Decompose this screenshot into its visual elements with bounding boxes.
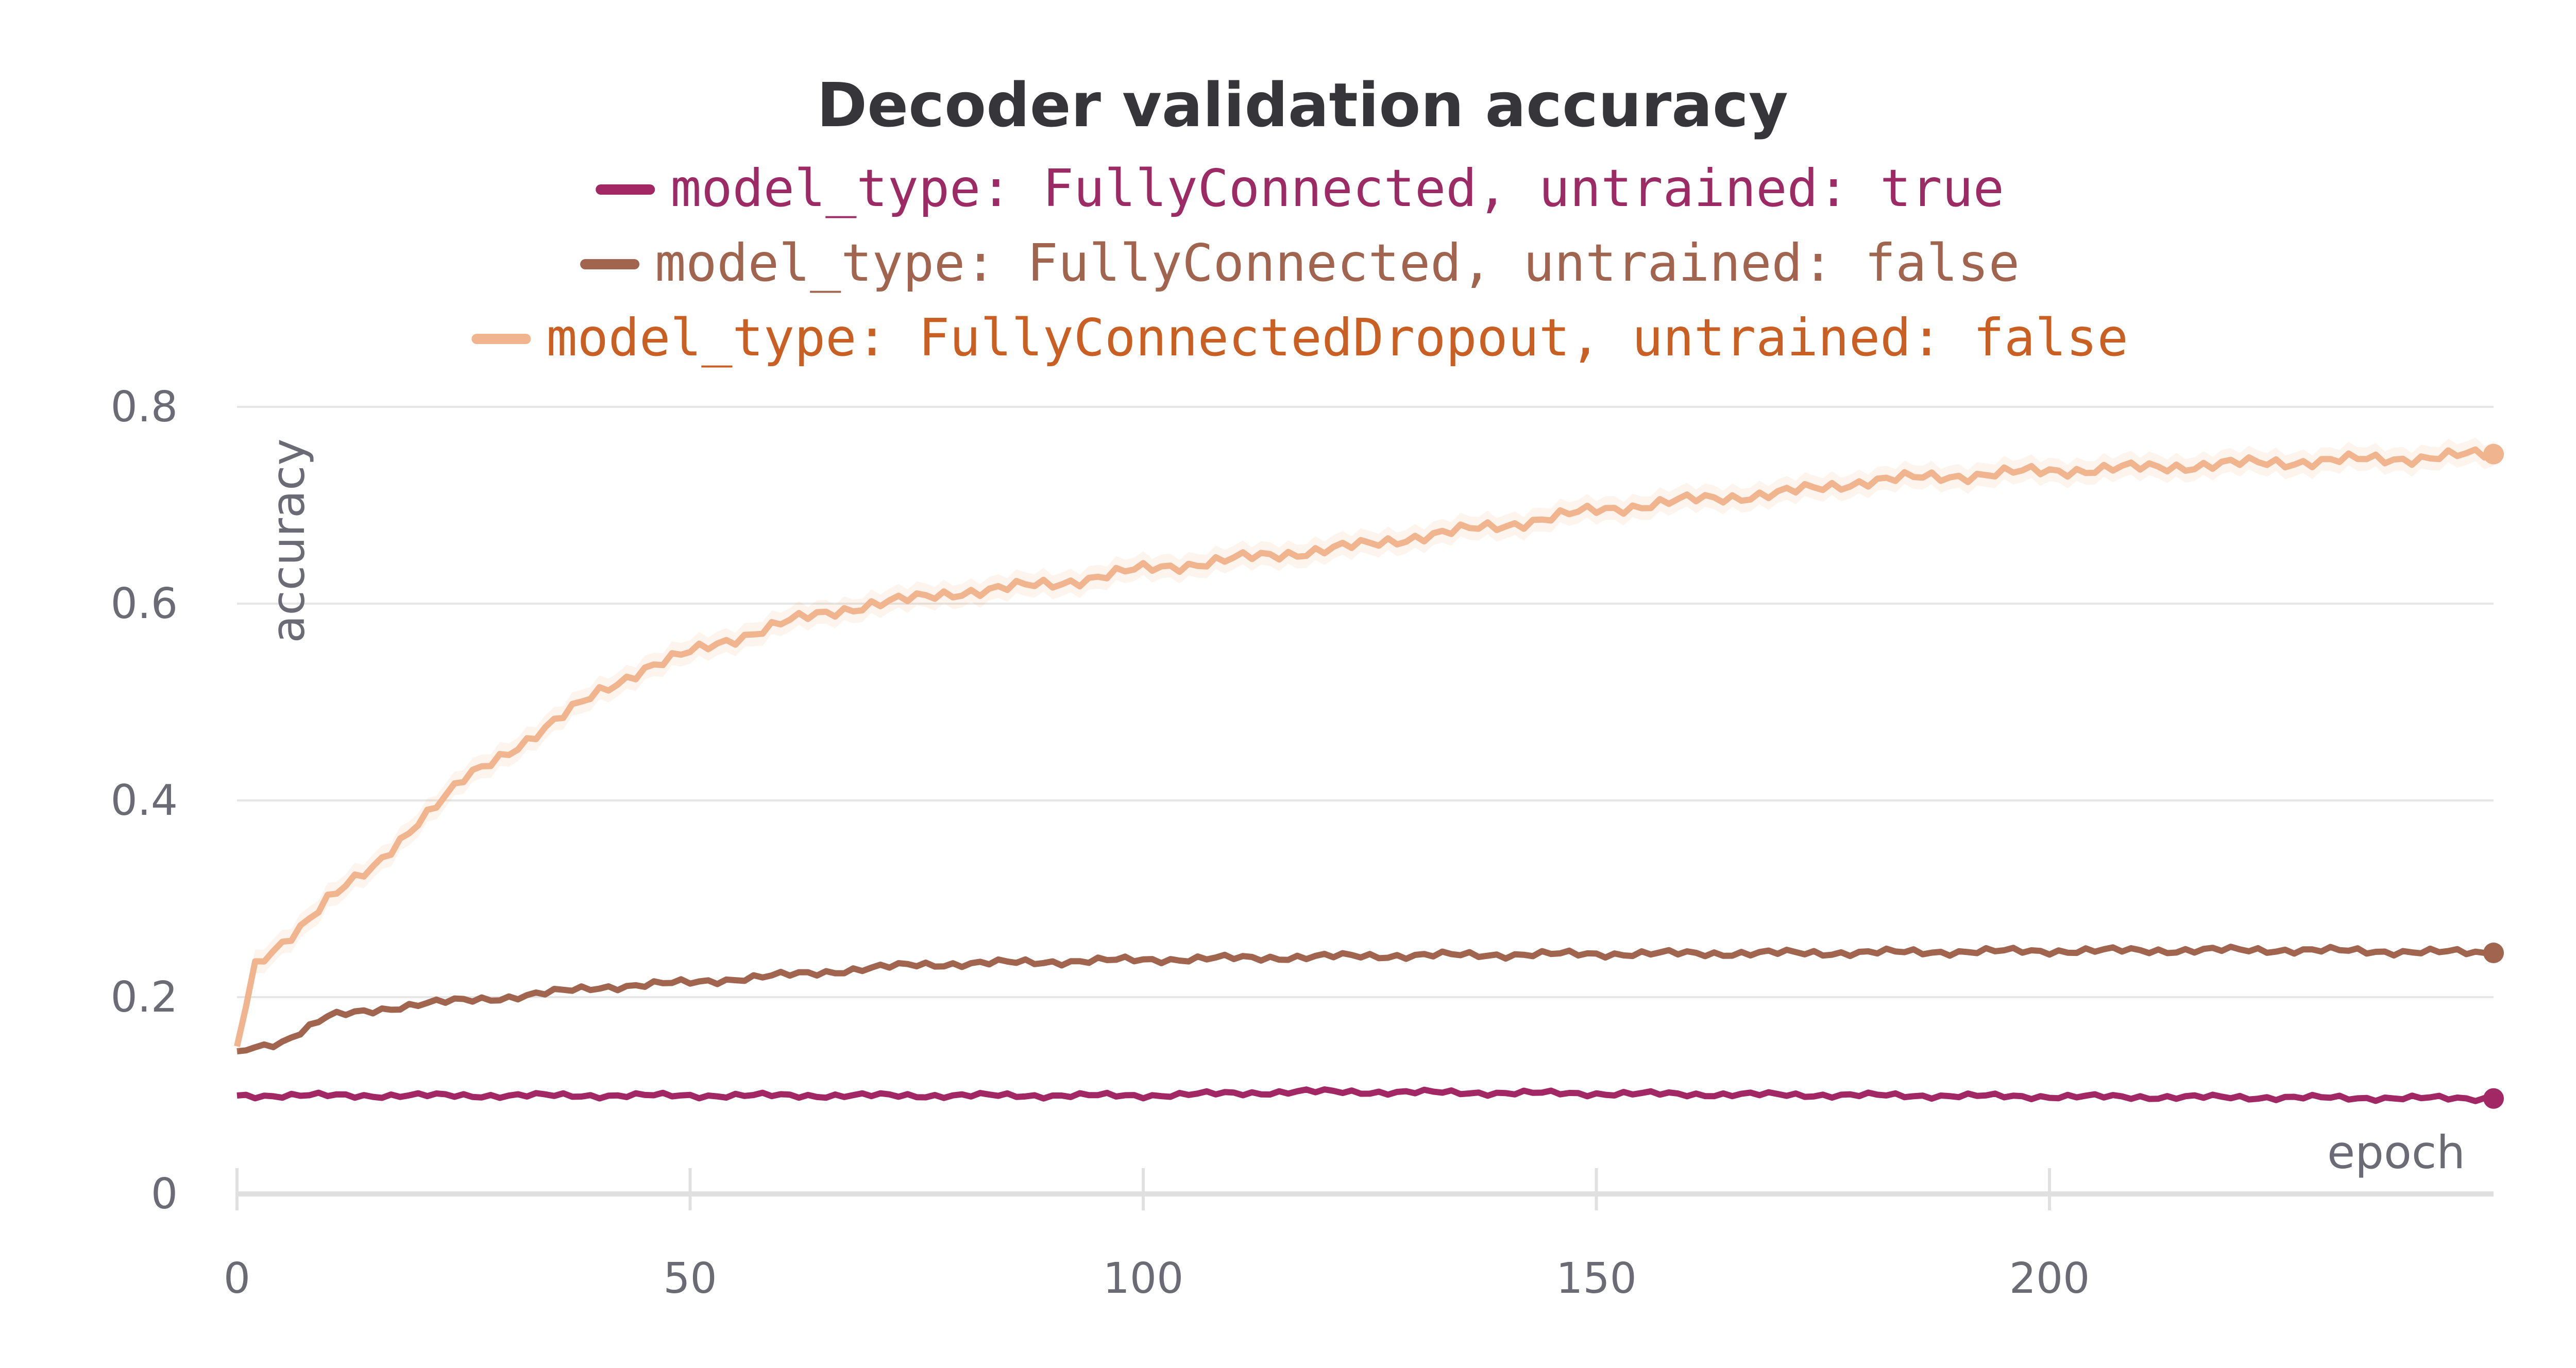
x-tick-label: 150 [1556, 1254, 1637, 1303]
series-layer [234, 437, 2504, 1109]
series-end-marker-0 [2483, 1088, 2504, 1109]
legend-label: model_type: FullyConnected, untrained: t… [670, 158, 2004, 218]
gridlines [237, 406, 2494, 998]
x-tick-label: 50 [663, 1254, 717, 1303]
legend-label: model_type: FullyConnected, untrained: f… [655, 233, 2020, 293]
y-tick-label: 0 [151, 1170, 178, 1219]
legend: model_type: FullyConnected, untrained: t… [471, 158, 2128, 368]
x-tick-label: 0 [224, 1254, 250, 1303]
legend-label: model_type: FullyConnectedDropout, untra… [546, 307, 2128, 368]
x-tick-label: 200 [2009, 1254, 2090, 1303]
chart-title: Decoder validation accuracy [817, 70, 1788, 141]
series-line-2 [234, 446, 2495, 1047]
y-tick-label: 0.2 [111, 973, 178, 1022]
series-band-dropout [237, 437, 2494, 1058]
y-tick-label: 0.8 [111, 383, 178, 432]
x-axis-label: epoch [2327, 1126, 2465, 1179]
y-tick-label: 0.4 [111, 776, 178, 825]
series-line-1 [236, 944, 2494, 1055]
y-axis-ticks: 0 0.2 0.4 0.6 0.8 [111, 383, 178, 1219]
x-axis-ticks: 0 50 100 150 200 [224, 1168, 2090, 1303]
y-axis-label: accuracy [262, 438, 315, 643]
series-line-0 [236, 1086, 2494, 1104]
x-tick-label: 100 [1103, 1254, 1184, 1303]
series-end-marker-2 [2483, 443, 2504, 465]
series-end-marker-1 [2483, 943, 2504, 964]
y-tick-label: 0.6 [111, 579, 178, 628]
